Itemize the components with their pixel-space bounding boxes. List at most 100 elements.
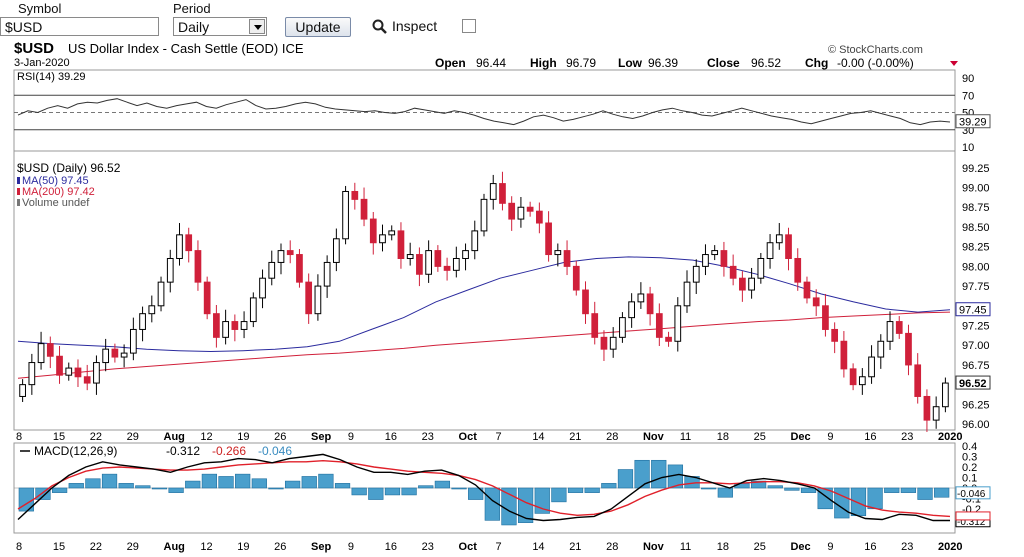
open-value: 96.44 [476,56,506,70]
high-label: High [530,56,557,70]
candle-down [582,289,589,315]
high-value: 96.79 [566,56,596,70]
macd-x-label: 28 [606,541,618,553]
macd-x-label: 11 [680,541,691,553]
candle-down [572,265,580,291]
macd-x-label: 8 [16,541,22,553]
candle-up [942,382,949,408]
rsi-line [17,98,951,126]
candle-down [397,230,405,259]
macd-histogram-bar [68,483,84,489]
candle-down [914,364,922,397]
candle-down [563,250,571,267]
macd-histogram-bar [268,487,284,490]
price-tick-label: 96.25 [962,399,990,411]
macd-histogram-bar [168,487,184,493]
low-value: 96.39 [648,56,678,70]
candle-up [65,367,73,376]
macd-x-label: 23 [422,541,434,553]
price-x-label: 14 [532,431,544,443]
symbol-input[interactable]: $USD [0,17,159,36]
macd-value-label: -0.312 [957,517,986,528]
macd-histogram-bar [934,487,950,498]
candle-up [637,293,645,303]
update-button[interactable]: Update [285,17,351,37]
macd-legend-name: MACD(12,26,9) [34,444,117,458]
macd-legend: MACD(12,26,9) -0.312 -0.266 -0.046 [34,444,292,458]
macd-histogram-bar [101,473,118,489]
price-tick-label: 98.00 [962,261,990,273]
stock-chart: $USD US Dollar Index - Cash Settle (EOD)… [13,40,991,553]
candle-up [886,321,894,342]
macd-hist-value-label: -0.046 [957,489,986,500]
macd-line [17,453,950,522]
macd-histogram-bar [750,480,767,489]
macd-x-label: 16 [864,541,876,553]
macd-x-label: 18 [717,541,729,553]
price-x-label: 19 [237,431,249,443]
candle-up [139,313,146,330]
macd-x-label: 14 [532,541,544,553]
macd-histogram-bar [601,483,617,489]
ma200-line [17,311,951,379]
candle-up [249,297,257,323]
candle-up [674,305,682,342]
macd-x-label: 16 [385,541,397,553]
ma200-legend-swatch [17,188,20,195]
candle-down [646,293,654,315]
period-select-value: Daily [178,19,210,35]
macd-histogram-bar [634,459,650,489]
candle-down [46,343,54,357]
candle-up [37,343,45,364]
rsi-value-label: 39.29 [959,117,987,129]
candle-down [203,281,211,315]
candle-up [129,328,137,354]
macd-hist-value: -0.046 [258,444,292,458]
chg-value: -0.00 (-0.00%) [837,56,914,70]
candle-up [683,281,691,307]
candle-up [259,277,266,299]
candle-down [831,328,839,342]
candle-up [619,317,626,338]
period-select[interactable]: Daily [173,17,267,36]
macd-histogram-bar [584,487,600,493]
candle-down [803,281,811,299]
ma50-line [17,256,951,353]
macd-x-label: 15 [53,541,65,553]
price-tick-label: 96.75 [962,360,990,372]
candle-down [665,336,672,342]
candle-down [434,250,442,267]
candle-up [877,340,885,358]
candle-down [895,321,903,334]
volume-legend-swatch [17,199,20,206]
candle-up [240,321,248,330]
macd-histogram-bar [767,485,783,489]
macd-histogram-bar [135,485,151,489]
candle-up [628,301,636,319]
chart-name: US Dollar Index - Cash Settle (EOD) ICE [68,41,304,56]
search-icon[interactable] [372,19,388,35]
price-tick-label: 96.00 [962,419,990,431]
candle-down [351,190,359,200]
macd-histogram-bar [318,473,334,489]
chevron-down-icon[interactable] [249,19,265,34]
ma50-value-label: 97.45 [959,305,987,317]
candle-up [766,242,774,259]
macd-histogram-bar [368,487,384,500]
price-value-box [955,375,991,390]
candle-down [56,355,63,376]
rsi-value-box [955,114,991,129]
macd-histogram-bar [235,473,251,489]
macd-x-label: 25 [754,541,766,553]
candle-up [757,257,765,279]
macd-x-label: 23 [901,541,913,553]
price-x-label: 29 [127,431,139,443]
symbol-label: Symbol [18,1,62,16]
inspect-checkbox[interactable] [462,19,476,33]
candle-up [489,183,497,200]
macd-x-label: 12 [200,541,212,553]
candle-down [213,313,220,338]
macd-histogram-bar [717,487,733,498]
macd-histogram-bar [334,483,351,489]
candle-up [222,321,229,338]
